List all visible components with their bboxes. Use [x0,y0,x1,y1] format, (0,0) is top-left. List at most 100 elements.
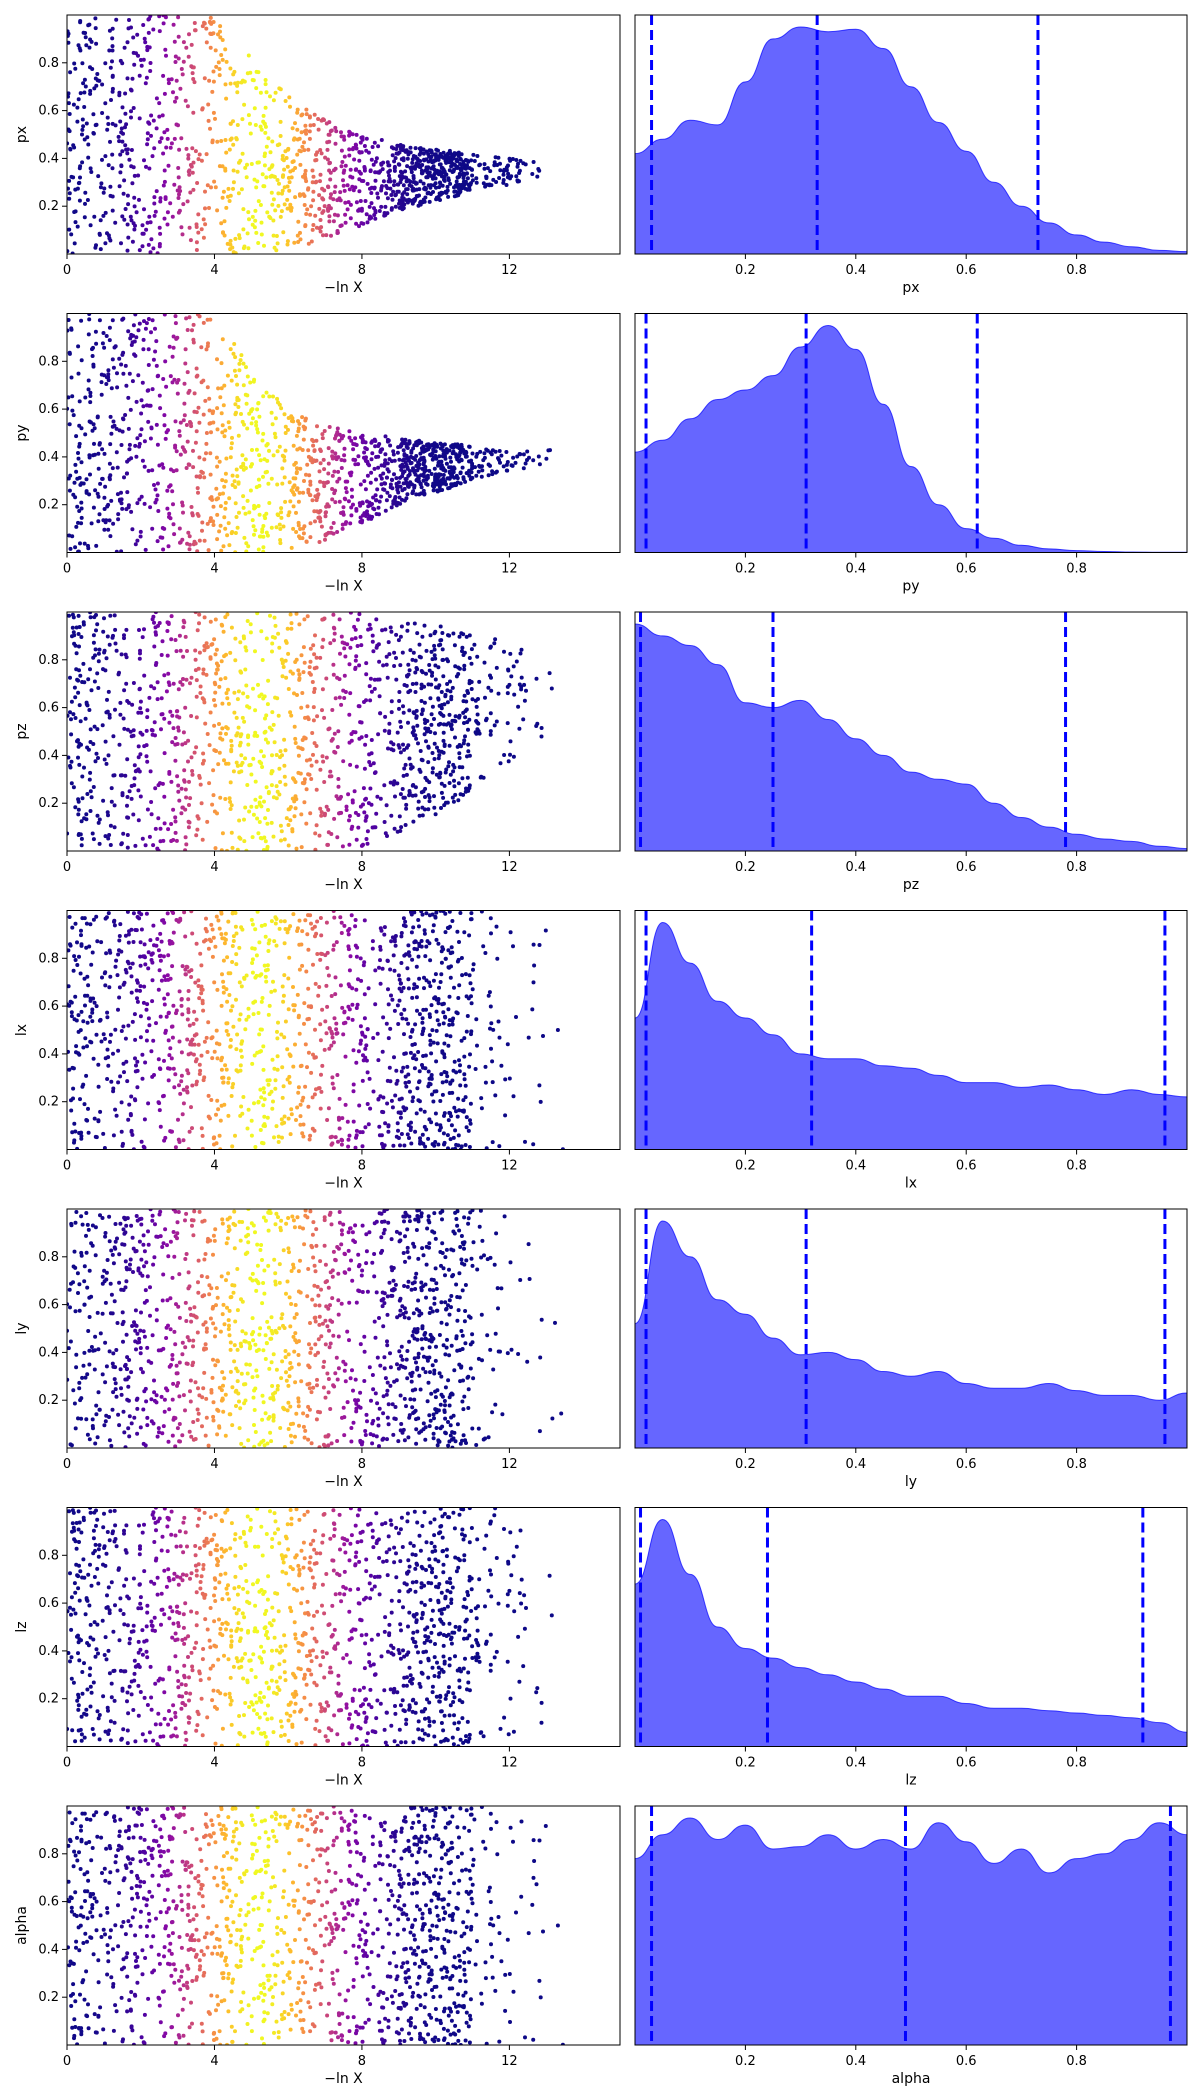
scatter-point [166,428,170,433]
scatter-point [373,444,378,449]
scatter-point [334,432,339,437]
scatter-point [76,812,81,817]
scatter-point [386,163,391,168]
scatter-point [141,347,146,352]
y-tick-label: 0.4 [38,450,59,465]
scatter-point [274,796,279,801]
scatter-point [398,663,403,668]
scatter-point [257,512,262,517]
scatter-point [382,463,387,468]
scatter-point [359,720,364,725]
scatter-point [129,115,133,120]
scatter-point [187,542,192,547]
scatter-point [335,530,340,534]
scatter-point [322,715,327,720]
scatter-point [141,1144,146,1149]
scatter-point [439,466,444,471]
scatter-point [234,715,239,720]
scatter-point [232,342,237,346]
scatter-point [385,467,390,472]
scatter-point [405,442,410,447]
scatter-point [151,923,156,928]
scatter-point [94,41,99,46]
scatter-point [446,1043,451,1048]
scatter-point [300,1131,305,1136]
scatter-point [217,722,221,726]
scatter-point [450,919,455,923]
scatter-point [122,1070,126,1075]
scatter-point [304,107,309,112]
scatter-point [229,738,234,743]
scatter-point [337,796,342,801]
scatter-point [453,792,458,797]
scatter-point [433,656,438,661]
scatter-point [493,637,498,642]
scatter-point [374,477,378,482]
scatter-point [417,1069,422,1074]
scatter-point [371,162,376,167]
scatter-point [162,216,167,221]
scatter-point [205,732,210,736]
scatter-point [236,481,241,486]
scatter-point [373,968,378,973]
scatter-point [269,164,274,169]
scatter-point [152,943,156,948]
scatter-point [367,760,372,764]
scatter-point [269,410,274,415]
scatter-point [231,934,236,939]
scatter-point [110,208,115,213]
scatter-point [472,159,477,163]
scatter-point [388,780,393,785]
scatter-point [335,675,340,680]
scatter-point [383,458,388,463]
scatter-point [385,490,390,495]
scatter-point [88,612,93,615]
scatter-point [392,183,396,188]
scatter-point [81,661,86,666]
scatter-point [313,981,318,986]
scatter-point [322,484,327,489]
scatter-point [414,666,419,670]
scatter-point [498,460,502,465]
scatter-point [362,766,367,771]
scatter-point [122,45,127,50]
scatter-point [223,47,228,52]
scatter-point [404,148,409,153]
scatter-point [279,406,284,411]
scatter-point [311,174,316,179]
scatter-point [450,1147,455,1150]
scatter-point [413,658,418,663]
scatter-point [495,163,500,167]
scatter-point [427,468,432,473]
scatter-point [162,413,167,418]
scatter-point [119,126,124,131]
scatter-point [385,959,390,963]
scatter-point [276,1020,280,1025]
scatter-point [239,465,244,469]
scatter-point [470,465,475,470]
scatter-point [438,180,442,185]
scatter-point [326,471,331,476]
scatter-point [332,816,337,821]
scatter-point [126,700,131,705]
scatter-point [131,106,136,110]
scatter-point [125,151,130,156]
scatter-point [418,179,423,184]
scatter-point [280,174,285,179]
scatter-point [105,504,110,509]
scatter-point [74,651,79,656]
scatter-point [403,437,408,442]
scatter-point [406,1021,411,1026]
scatter-point [328,641,333,646]
scatter-point [382,728,387,733]
scatter-point [117,742,122,747]
scatter-point [126,932,131,937]
scatter-point [419,456,424,461]
scatter-point [332,168,336,173]
scatter-point [88,727,93,732]
scatter-point [414,492,419,497]
scatter-point [265,533,270,538]
scatter-point [72,145,77,150]
scatter-point [317,193,322,198]
scatter-point [476,469,481,474]
